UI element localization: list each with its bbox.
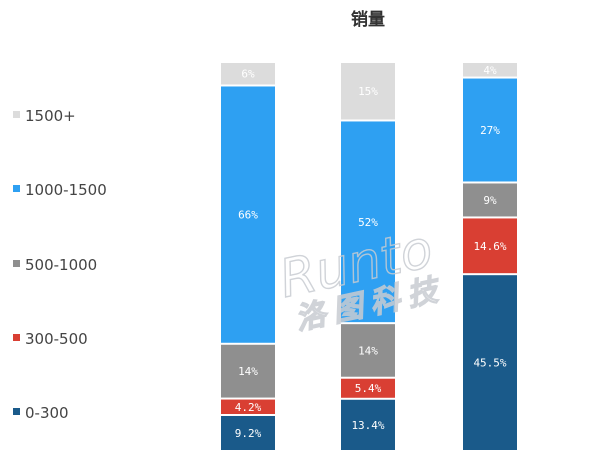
bar-segment-500-1000-bar-2 — [341, 324, 395, 377]
data-label-1000-1500-bar-3: 27% — [480, 124, 500, 137]
legend-swatch-0-300 — [13, 408, 20, 415]
legend-label-0-300: 0-300 — [25, 404, 69, 422]
data-label-1000-1500-bar-2: 52% — [358, 216, 378, 229]
bar-segment-1000-1500-bar-3 — [463, 78, 517, 182]
data-label-300-500-bar-3: 14.6% — [473, 240, 506, 253]
legend-label-1000-1500: 1000-1500 — [25, 181, 107, 199]
legend-item-0-300: 0-300 — [13, 404, 69, 422]
watermark-logo: Runto 洛图科技 — [274, 219, 449, 338]
data-label-300-500-bar-1: 4.2% — [235, 401, 262, 414]
bar-segment-300-500-bar-2 — [341, 378, 395, 398]
legend-swatch-1000-1500 — [13, 185, 20, 192]
bar-2: 13.4% 5.4% 14% 52% 15% — [341, 63, 395, 450]
legend-swatch-500-1000 — [13, 260, 20, 267]
legend-item-1500-plus: 1500+ — [13, 107, 76, 125]
legend-label-1500-plus: 1500+ — [25, 107, 76, 125]
data-label-1500-plus-bar-2: 15% — [358, 85, 378, 98]
legend-swatch-300-500 — [13, 334, 20, 341]
bar-segment-500-1000-bar-3 — [463, 183, 517, 217]
bar-segment-0-300-bar-3 — [463, 275, 517, 450]
bar-segment-1500-plus-bar-2 — [341, 63, 395, 120]
bar-segment-300-500-bar-3 — [463, 218, 517, 274]
bar-1: 9.2% 4.2% 14% 66% 6% — [221, 63, 275, 450]
bar-segment-1000-1500-bar-2 — [341, 121, 395, 323]
legend-swatch-1500-plus — [13, 111, 20, 118]
bars-group: 9.2% 4.2% 14% 66% 6% 13.4% 5.4% 14% 52% 15% 45.5% 1… — [221, 63, 517, 450]
legend-label-300-500: 300-500 — [25, 330, 88, 348]
bar-segment-1500-plus-bar-1 — [221, 63, 275, 85]
data-label-1500-plus-bar-1: 6% — [241, 68, 255, 81]
data-label-0-300-bar-1: 9.2% — [235, 427, 262, 440]
legend-label-500-1000: 500-1000 — [25, 256, 97, 274]
data-label-500-1000-bar-1: 14% — [238, 365, 258, 378]
bar-segment-1500-plus-bar-3 — [463, 63, 517, 77]
legend-item-300-500: 300-500 — [13, 330, 88, 348]
bar-segment-300-500-bar-1 — [221, 399, 275, 414]
data-label-0-300-bar-3: 45.5% — [473, 357, 506, 370]
data-label-500-1000-bar-3: 9% — [483, 194, 497, 207]
bar-segment-0-300-bar-2 — [341, 399, 395, 450]
data-label-300-500-bar-2: 5.4% — [355, 382, 382, 395]
bar-3: 45.5% 14.6% 9% 27% 4% — [463, 63, 517, 450]
bar-segment-500-1000-bar-1 — [221, 344, 275, 398]
legend: 1500+ 1000-1500 500-1000 300-500 0-300 — [13, 107, 107, 422]
legend-item-1000-1500: 1000-1500 — [13, 181, 107, 199]
data-label-0-300-bar-2: 13.4% — [351, 419, 384, 432]
data-label-1000-1500-bar-1: 66% — [238, 209, 258, 222]
legend-item-500-1000: 500-1000 — [13, 256, 97, 274]
data-label-1500-plus-bar-3: 4% — [483, 64, 497, 77]
data-label-500-1000-bar-2: 14% — [358, 344, 378, 357]
bar-segment-0-300-bar-1 — [221, 415, 275, 450]
bar-segment-1000-1500-bar-1 — [221, 86, 275, 343]
chart-title: 销量 — [351, 9, 385, 30]
